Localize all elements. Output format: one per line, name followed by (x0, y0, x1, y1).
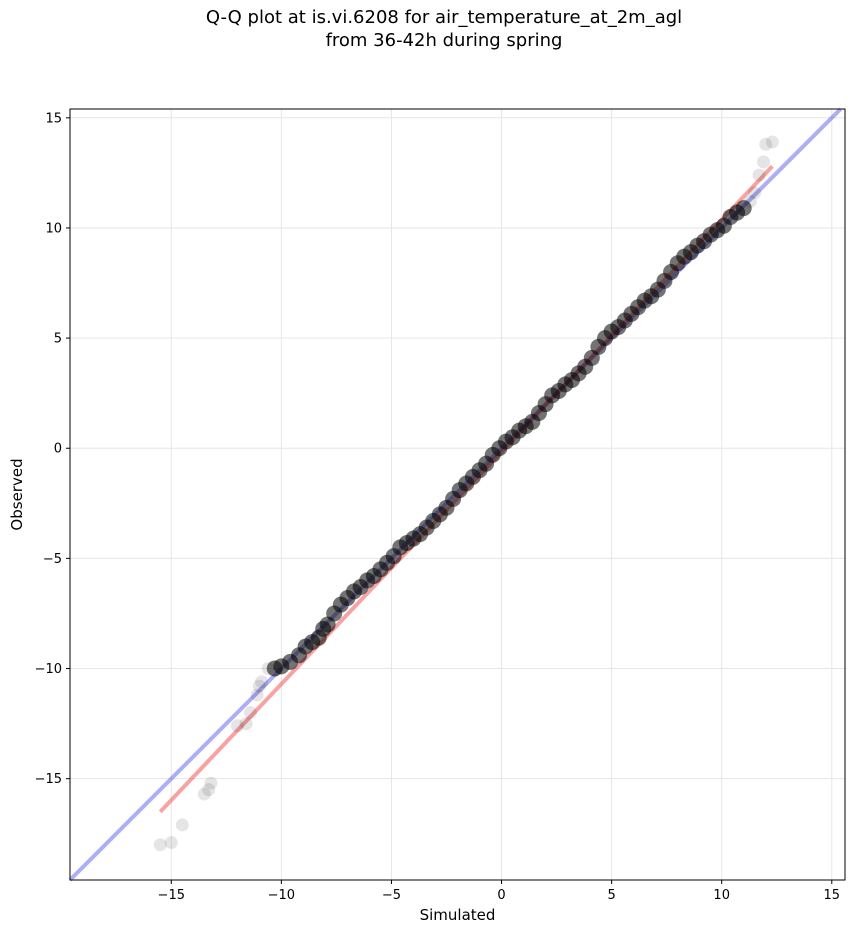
data-point (765, 135, 779, 149)
data-point (735, 200, 752, 217)
data-point (757, 155, 771, 169)
data-point (230, 719, 244, 733)
data-point (153, 838, 167, 852)
y-tick-label: −15 (35, 772, 62, 787)
x-tick-label: −5 (382, 888, 401, 903)
points-layer (153, 135, 779, 852)
data-point (252, 679, 266, 693)
x-axis-label: Simulated (420, 906, 496, 924)
data-point (164, 836, 178, 850)
data-point (175, 818, 189, 832)
data-point (204, 776, 218, 790)
chart-title-line-1: Q-Q plot at is.vi.6208 for air_temperatu… (205, 7, 683, 28)
y-tick-label: 5 (54, 332, 62, 347)
gridlines (70, 109, 845, 880)
y-axis-label: Observed (8, 458, 26, 530)
chart-title-line-2: from 36-42h during spring (325, 30, 563, 51)
y-tick-label: 10 (45, 221, 62, 236)
data-point (748, 186, 762, 200)
data-point (197, 787, 211, 801)
chart-title: Q-Q plot at is.vi.6208 for air_temperatu… (0, 6, 854, 52)
x-tick-label: −10 (268, 888, 295, 903)
x-tick-label: 15 (824, 888, 841, 903)
data-point (752, 168, 766, 182)
y-tick-label: −10 (35, 662, 62, 677)
x-tick-label: −15 (158, 888, 185, 903)
plot-frame (69, 108, 846, 881)
data-point (255, 675, 269, 689)
data-point (743, 195, 757, 209)
data-point (202, 783, 216, 797)
y-tick-label: −5 (43, 552, 62, 567)
ticks: −15 −10 −5 0 5 10 15 −15 −10 −5 0 5 10 15 (35, 111, 841, 903)
data-point (759, 137, 773, 151)
x-tick-label: 0 (497, 888, 505, 903)
data-point (244, 706, 258, 720)
x-tick-label: 10 (713, 888, 730, 903)
data-point (239, 717, 253, 731)
data-point (250, 688, 264, 702)
x-tick-label: 5 (607, 888, 615, 903)
y-tick-label: 15 (45, 111, 62, 126)
y-tick-label: 0 (54, 442, 62, 457)
